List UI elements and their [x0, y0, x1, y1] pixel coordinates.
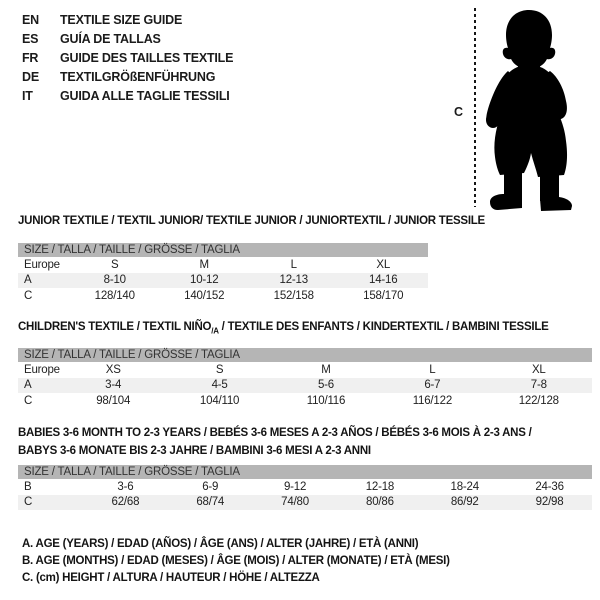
table-cell: 116/122 — [412, 394, 453, 407]
table-cell: 10-12 — [159, 272, 249, 288]
size-header-row: SIZE / TALLA / TAILLE / GRÖSSE / TAGLIA — [18, 243, 428, 257]
table-row-europe: Europe XS S M L XL — [18, 362, 592, 378]
children-section-title: CHILDREN'S TEXTILE / TEXTIL NIÑO/A / TEX… — [18, 318, 549, 340]
babies-title-line2: BABYS 3-6 MONATE BIS 2-3 JAHRE / BAMBINI… — [18, 445, 371, 457]
table-cell: M — [199, 258, 210, 271]
language-list: EN TEXTILE SIZE GUIDE ES GUÍA DE TALLAS … — [22, 11, 233, 106]
table-cell: 158/170 — [363, 289, 404, 302]
language-label: GUÍA DE TALLAS — [60, 32, 161, 46]
language-row-fr: FR GUIDE DES TAILLES TEXTILE — [22, 49, 233, 68]
language-label: GUIDE DES TAILLES TEXTILE — [60, 51, 234, 65]
height-dashed-line — [474, 8, 476, 207]
language-label: TEXTILGRÖßENFÜHRUNG — [60, 70, 216, 84]
size-header-row: SIZE / TALLA / TAILLE / GRÖSSE / TAGLIA — [18, 465, 592, 479]
language-label: TEXTILE SIZE GUIDE — [60, 13, 183, 27]
table-cell: 128/140 — [94, 289, 135, 302]
table-row-europe: Europe S M L XL — [18, 257, 428, 273]
legend: A. AGE (YEARS) / EDAD (AÑOS) / ÂGE (ANS)… — [22, 536, 450, 587]
language-row-it: IT GUIDA ALLE TAGLIE TESSILI — [22, 87, 233, 106]
table-cell: 18-24 — [450, 480, 480, 493]
table-cell: 5-6 — [272, 377, 380, 393]
table-cell: 8-10 — [70, 272, 160, 288]
size-header-bar: SIZE / TALLA / TAILLE / GRÖSSE / TAGLIA — [18, 243, 428, 257]
table-cell: M — [321, 363, 331, 376]
legend-line-a: A. AGE (YEARS) / EDAD (AÑOS) / ÂGE (ANS)… — [22, 538, 419, 550]
children-title-sub: /A — [211, 326, 219, 336]
table-cell: 62/68 — [83, 494, 168, 510]
babies-title-line1: BABIES 3-6 MONTH TO 2-3 YEARS / BEBÉS 3-… — [18, 427, 532, 439]
table-cell: 6-9 — [202, 480, 219, 493]
table-cell: XL — [376, 258, 391, 271]
table-cell: 12-13 — [249, 272, 339, 288]
table-cell: S — [111, 258, 119, 271]
children-size-table: SIZE / TALLA / TAILLE / GRÖSSE / TAGLIA … — [18, 348, 592, 409]
babies-section-title: BABIES 3-6 MONTH TO 2-3 YEARS / BEBÉS 3-… — [18, 424, 532, 460]
table-cell: 24-36 — [535, 480, 564, 493]
row-label: A — [18, 377, 60, 393]
table-row-height: C 62/68 68/74 74/80 80/86 86/92 92/98 — [18, 494, 592, 510]
babies-size-table: SIZE / TALLA / TAILLE / GRÖSSE / TAGLIA … — [18, 465, 592, 510]
row-label: C — [18, 494, 83, 510]
table-cell: 9-12 — [283, 480, 307, 493]
legend-line-b: B. AGE (MONTHS) / EDAD (MESES) / ÂGE (MO… — [22, 555, 450, 567]
table-cell: 12-18 — [365, 480, 395, 493]
table-cell: L — [290, 258, 297, 271]
table-cell: 7-8 — [485, 377, 592, 393]
row-label: C — [24, 394, 33, 407]
size-header-bar: SIZE / TALLA / TAILLE / GRÖSSE / TAGLIA — [18, 348, 592, 362]
row-label: B — [24, 480, 32, 493]
table-cell: 104/110 — [199, 394, 240, 407]
junior-size-table: SIZE / TALLA / TAILLE / GRÖSSE / TAGLIA … — [18, 243, 428, 304]
size-header-row: SIZE / TALLA / TAILLE / GRÖSSE / TAGLIA — [18, 348, 592, 362]
language-code: DE — [22, 70, 39, 84]
table-row-age: A 3-4 4-5 5-6 6-7 7-8 — [18, 377, 592, 393]
language-row-de: DE TEXTILGRÖßENFÜHRUNG — [22, 68, 233, 87]
table-cell: XS — [105, 363, 121, 376]
language-label: GUIDA ALLE TAGLIE TESSILI — [60, 89, 230, 103]
table-cell: 68/74 — [167, 494, 253, 510]
table-cell: 110/116 — [306, 394, 346, 407]
table-row-age: A 8-10 10-12 12-13 14-16 — [18, 272, 428, 288]
table-cell: 152/158 — [273, 289, 314, 302]
table-row-months: B 3-6 6-9 9-12 12-18 18-24 24-36 — [18, 479, 592, 495]
language-row-en: EN TEXTILE SIZE GUIDE — [22, 11, 233, 30]
language-code: ES — [22, 32, 39, 46]
table-cell: 14-16 — [338, 272, 428, 288]
row-label: Europe — [24, 258, 60, 271]
table-cell: 98/104 — [96, 394, 131, 407]
table-row-height: C 98/104 104/110 110/116 116/122 122/128 — [18, 393, 592, 409]
toddler-silhouette-icon — [486, 10, 572, 211]
table-cell: 6-7 — [379, 377, 486, 393]
table-cell: XL — [531, 363, 546, 376]
table-cell: 86/92 — [422, 494, 508, 510]
table-cell: 122/128 — [518, 394, 559, 407]
table-cell: 3-4 — [60, 377, 167, 393]
table-cell: L — [429, 363, 436, 376]
row-label: Europe — [24, 363, 60, 376]
legend-line-c: C. (cm) HEIGHT / ALTURA / HAUTEUR / HÖHE… — [22, 572, 320, 584]
children-title-suffix: / TEXTILE DES ENFANTS / KINDERTEXTIL / B… — [218, 321, 549, 333]
table-row-height: C 128/140 140/152 152/158 158/170 — [18, 288, 428, 304]
table-cell: 74/80 — [252, 494, 338, 510]
children-title-prefix: CHILDREN'S TEXTILE / TEXTIL NIÑO — [18, 321, 212, 333]
language-code: EN — [22, 13, 39, 27]
table-cell: 3-6 — [117, 480, 134, 493]
table-cell: 80/86 — [337, 494, 423, 510]
height-marker-label: C — [454, 105, 464, 119]
language-row-es: ES GUÍA DE TALLAS — [22, 30, 233, 49]
language-code: IT — [22, 89, 33, 103]
table-cell: 92/98 — [507, 494, 592, 510]
table-cell: 140/152 — [184, 289, 225, 302]
table-cell: 4-5 — [166, 377, 273, 393]
table-cell: S — [215, 363, 224, 376]
row-label: A — [18, 272, 70, 288]
language-code: FR — [22, 51, 39, 65]
junior-section-title: JUNIOR TEXTILE / TEXTIL JUNIOR/ TEXTILE … — [18, 215, 485, 227]
row-label: C — [24, 289, 33, 302]
size-header-bar: SIZE / TALLA / TAILLE / GRÖSSE / TAGLIA — [18, 465, 592, 479]
